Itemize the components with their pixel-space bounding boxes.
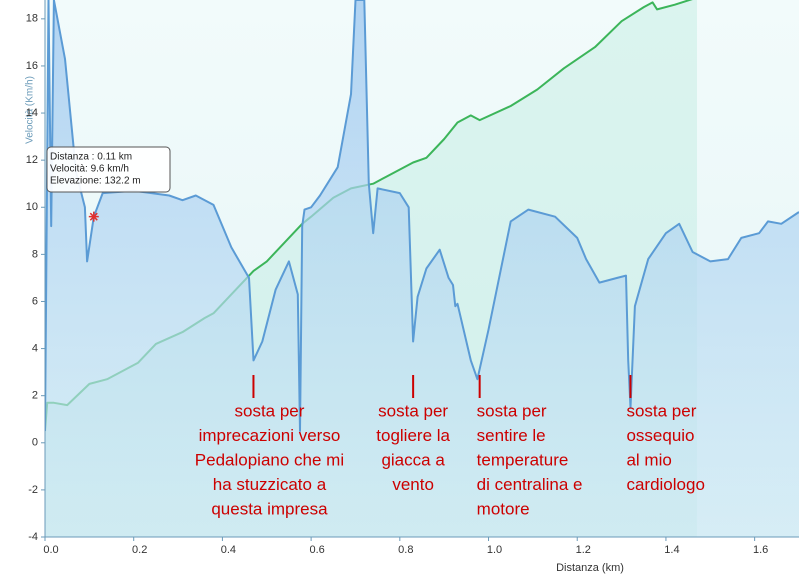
annotation-text: temperature xyxy=(477,450,569,469)
x-tick-label: 0.2 xyxy=(132,544,147,556)
y-axis-label: Velocità (Km/h) xyxy=(25,76,36,144)
overlay: sosta per imprecazioni verso Pedalopiano c… xyxy=(46,146,705,518)
y-tick-label: 2 xyxy=(32,390,38,402)
x-axis-label: Distanza (km) xyxy=(556,562,624,574)
annotation-text: sosta per xyxy=(626,401,696,420)
y-tick-label: 4 xyxy=(32,342,38,354)
y-tick-label: -2 xyxy=(28,484,38,496)
x-tick-label: 1.0 xyxy=(487,544,502,556)
annotation-text: sentire le xyxy=(477,426,546,445)
annotation-text: al mio xyxy=(626,450,671,469)
series-area xyxy=(45,0,799,537)
annotation-text: sosta per xyxy=(477,401,547,420)
annotation-text: giacca a xyxy=(381,450,445,469)
tooltip-text: Elevazione: 132.2 m xyxy=(50,176,141,187)
annotation-text: sosta per xyxy=(234,401,304,420)
annotation-text: cardiologo xyxy=(626,475,704,494)
tooltip-text: Velocità: 9.6 km/h xyxy=(50,164,129,175)
y-tick-label: 14 xyxy=(26,107,38,119)
annotation-text: vento xyxy=(392,475,434,494)
x-tick-label: 0.4 xyxy=(221,544,236,556)
plot-area xyxy=(45,0,799,537)
y-tick-label: 6 xyxy=(32,295,38,307)
tooltip-text: Distanza : 0.11 km xyxy=(50,152,132,163)
annotation-text: ha stuzzicato a xyxy=(213,475,327,494)
tooltip-marker xyxy=(88,211,99,222)
annotation-text: Pedalopiano che mi xyxy=(195,450,344,469)
annotation-text: sosta per xyxy=(378,401,448,420)
annotation-text: ossequio xyxy=(626,426,694,445)
y-tick-label: -4 xyxy=(28,531,38,543)
x-tick-label: 0.0 xyxy=(43,544,58,556)
y-tick-label: 18 xyxy=(26,13,38,25)
y-tick-label: 10 xyxy=(26,201,38,213)
annotation-text: motore xyxy=(477,499,530,518)
x-tick-label: 0.6 xyxy=(309,544,324,556)
y-tick-label: 0 xyxy=(32,437,38,449)
tooltip-box xyxy=(46,146,171,193)
annotation-text: imprecazioni verso xyxy=(199,426,341,445)
annotation-text: di centralina e xyxy=(477,475,583,494)
x-tick-label: 1.4 xyxy=(664,544,679,556)
y-tick-label: 12 xyxy=(26,154,38,166)
x-tick-label: 1.6 xyxy=(753,544,768,556)
y-tick-label: 16 xyxy=(26,60,38,72)
x-tick-label: 1.2 xyxy=(576,544,591,556)
series-line xyxy=(45,0,799,432)
annotation-text: questa impresa xyxy=(211,499,328,518)
y-tick-label: 8 xyxy=(32,248,38,260)
annotation-text: togliere la xyxy=(376,426,450,445)
x-tick-label: 0.8 xyxy=(398,544,413,556)
